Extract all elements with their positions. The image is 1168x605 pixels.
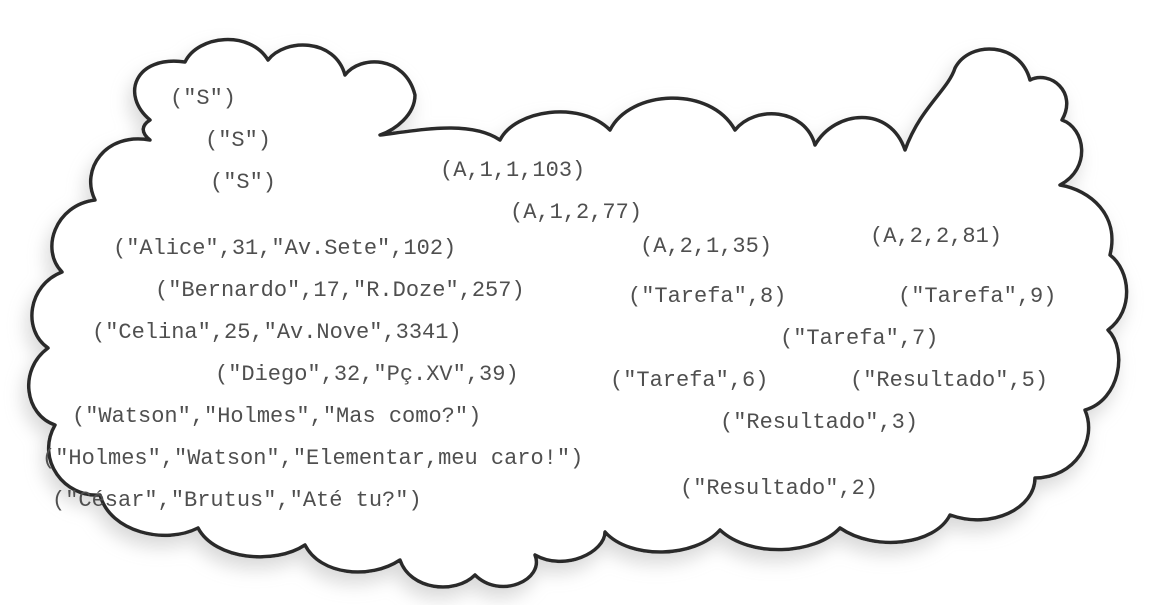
tuple-d3: ("César","Brutus","Até tu?") xyxy=(52,490,422,512)
diagram-stage: ("S") ("S") ("S") (A,1,1,103) (A,1,2,77) (A,2… xyxy=(0,0,1168,605)
tuple-a4: (A,2,2,81) xyxy=(870,226,1002,248)
tuple-p4: ("Diego",32,"Pç.XV",39) xyxy=(215,364,519,386)
tuple-p2: ("Bernardo",17,"R.Doze",257) xyxy=(155,280,525,302)
tuple-s3: ("S") xyxy=(210,172,276,194)
tuple-t9: ("Tarefa",9) xyxy=(898,286,1056,308)
tuple-t6: ("Tarefa",6) xyxy=(610,370,768,392)
tuple-a3: (A,2,1,35) xyxy=(640,236,772,258)
tuple-p3: ("Celina",25,"Av.Nove",3341) xyxy=(92,322,462,344)
tuple-s2: ("S") xyxy=(205,130,271,152)
tuple-a2: (A,1,2,77) xyxy=(510,202,642,224)
tuple-a1: (A,1,1,103) xyxy=(440,160,585,182)
tuple-p1: ("Alice",31,"Av.Sete",102) xyxy=(113,238,456,260)
tuple-d1: ("Watson","Holmes","Mas como?") xyxy=(72,406,481,428)
tuple-r5: ("Resultado",5) xyxy=(850,370,1048,392)
tuple-s1: ("S") xyxy=(170,88,236,110)
tuple-t8: ("Tarefa",8) xyxy=(628,286,786,308)
tuple-r2: ("Resultado",2) xyxy=(680,478,878,500)
tuple-t7: ("Tarefa",7) xyxy=(780,328,938,350)
tuple-r3: ("Resultado",3) xyxy=(720,412,918,434)
tuple-d2: ("Holmes","Watson","Elementar,meu caro!"… xyxy=(42,448,583,470)
